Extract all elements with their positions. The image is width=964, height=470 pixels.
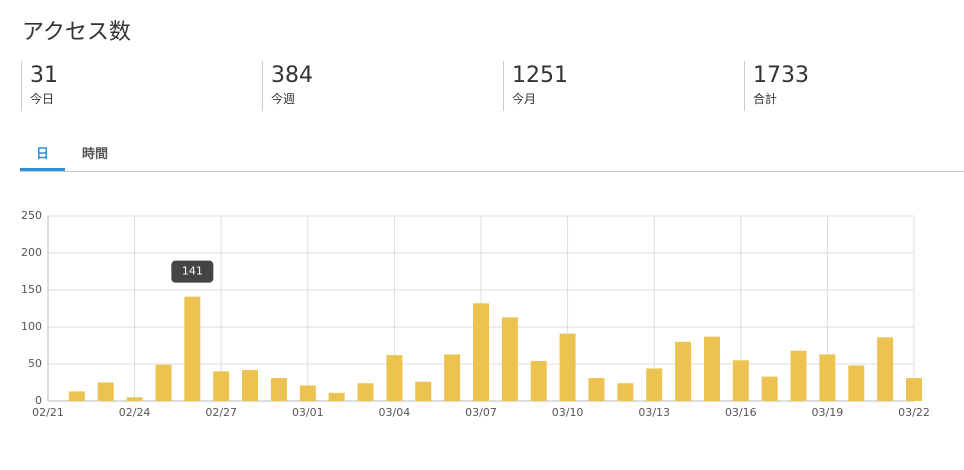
x-tick-label: 03/22	[898, 406, 930, 419]
bar	[617, 383, 634, 401]
bar	[299, 385, 316, 401]
bar	[415, 381, 432, 401]
bar	[703, 336, 720, 401]
bar	[242, 369, 259, 401]
bar	[732, 360, 749, 401]
tooltip-label: 141	[182, 265, 203, 278]
bar	[588, 378, 605, 401]
x-tick-label: 03/16	[725, 406, 757, 419]
y-tick-label: 0	[35, 394, 42, 407]
x-tick-label: 03/01	[292, 406, 324, 419]
bar	[213, 371, 230, 401]
y-tick-label: 100	[21, 320, 42, 333]
bar	[559, 333, 576, 401]
y-tick-label: 250	[21, 209, 42, 222]
stat: 1251 今月	[503, 61, 568, 111]
x-tick-label: 02/27	[205, 406, 237, 419]
x-tick-label: 03/04	[379, 406, 411, 419]
bar	[444, 354, 461, 401]
bar	[530, 361, 547, 401]
y-tick-label: 200	[21, 246, 42, 259]
stat-value: 1251	[512, 63, 568, 88]
bar	[675, 341, 692, 401]
bar	[790, 350, 807, 401]
stat-value: 31	[30, 63, 58, 88]
bar	[386, 355, 403, 401]
bar	[646, 368, 663, 401]
stat: 384 今週	[262, 61, 313, 111]
bar	[270, 378, 287, 401]
bar	[68, 391, 85, 401]
stat-label: 合計	[753, 92, 778, 106]
bar	[328, 392, 345, 401]
bar	[155, 364, 172, 401]
bar	[184, 296, 201, 401]
tab-underline	[20, 168, 65, 171]
tab-divider	[20, 171, 964, 172]
stat: 1733 合計	[744, 61, 809, 111]
tab[interactable]: 日	[36, 147, 50, 162]
tab[interactable]: 時間	[82, 147, 109, 162]
tooltip	[171, 260, 214, 283]
stat-value: 1733	[753, 63, 809, 88]
bar	[357, 383, 374, 401]
x-tick-label: 03/19	[812, 406, 844, 419]
x-tick-label: 03/10	[552, 406, 584, 419]
bar	[126, 397, 143, 401]
bar	[761, 376, 778, 401]
bar	[473, 303, 489, 401]
y-tick-label: 150	[21, 283, 42, 296]
bar	[97, 382, 114, 401]
x-tick-label: 02/24	[119, 406, 151, 419]
bar	[848, 365, 865, 401]
stat-label: 今日	[30, 92, 55, 106]
bar	[501, 317, 518, 401]
y-tick-label: 50	[28, 357, 42, 370]
bar	[906, 378, 922, 401]
x-tick-label: 03/07	[465, 406, 497, 419]
bar	[819, 354, 836, 401]
x-tick-label: 02/21	[32, 406, 64, 419]
stat-value: 384	[271, 63, 313, 88]
page-title: アクセス数	[22, 20, 131, 45]
bar	[877, 337, 894, 401]
stat: 31 今日	[21, 61, 58, 111]
stat-label: 今月	[512, 92, 537, 106]
x-tick-label: 03/13	[638, 406, 670, 419]
stat-label: 今週	[271, 92, 296, 106]
